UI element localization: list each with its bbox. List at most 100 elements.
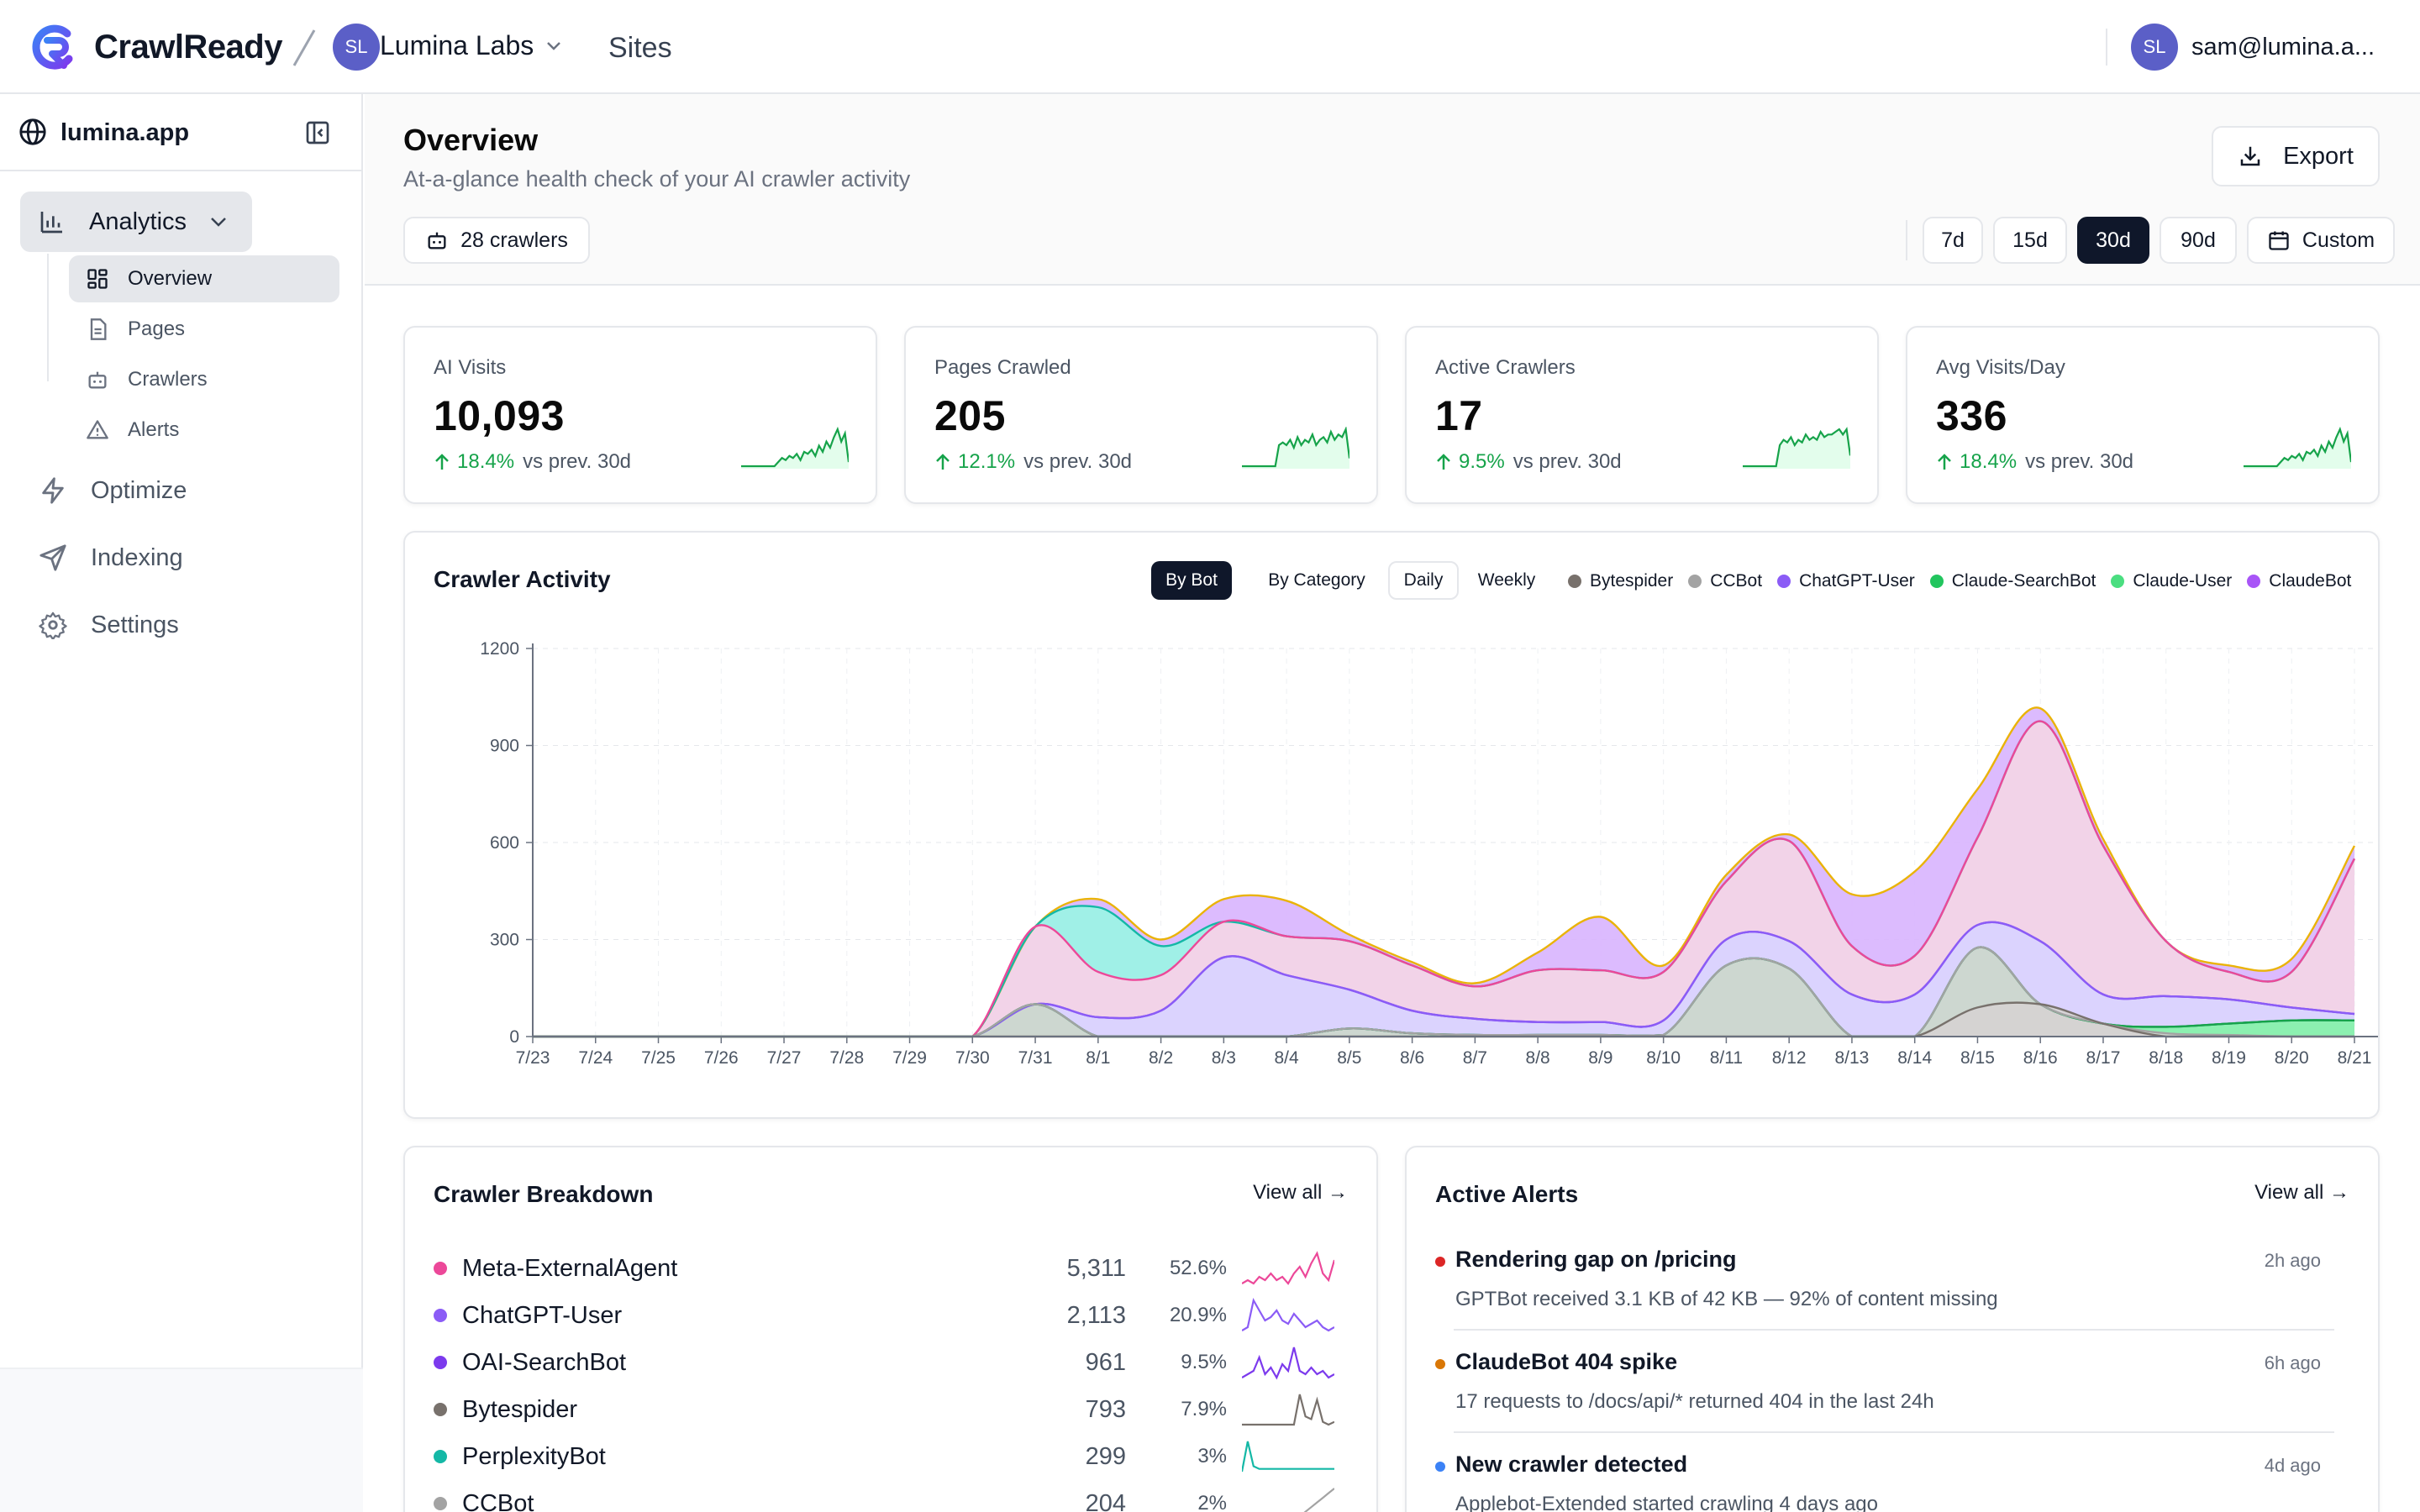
- legend-item[interactable]: CCBot: [1688, 571, 1762, 591]
- crawlready-logo-icon[interactable]: [27, 22, 81, 72]
- alerts-view-all-link[interactable]: View all →: [2254, 1181, 2349, 1204]
- alert-row[interactable]: New crawler detected Applebot-Extended s…: [1435, 1452, 2321, 1512]
- app-name[interactable]: CrawlReady: [94, 29, 282, 66]
- crawlers-filter-button[interactable]: 28 crawlers: [403, 217, 590, 264]
- stat-delta: 18.4% vs prev. 30d: [1936, 450, 2133, 474]
- user-email[interactable]: sam@lumina.a...: [2191, 34, 2375, 60]
- legend-item[interactable]: Claude-User: [2111, 571, 2232, 591]
- area-series-other[interactable]: [533, 707, 2354, 1037]
- breakdown-row[interactable]: CCBot 204 2%: [434, 1482, 1341, 1512]
- sidebar-item-optimize[interactable]: Optimize: [20, 465, 187, 516]
- area-series-bytespider[interactable]: [533, 1002, 2354, 1037]
- crawler-activity-title: Crawler Activity: [434, 566, 611, 592]
- chevron-down-icon[interactable]: [546, 40, 561, 52]
- range-30d-button[interactable]: 30d: [2077, 217, 2149, 264]
- x-tick-label: 7/25: [641, 1048, 676, 1068]
- tree-line: [47, 254, 49, 381]
- x-tick-label: 8/13: [1834, 1048, 1869, 1068]
- legend-item[interactable]: Bytespider: [1568, 571, 1673, 591]
- page-header: Overview At-a-glance health check of you…: [365, 94, 2420, 286]
- range-7d-button[interactable]: 7d: [1923, 217, 1983, 264]
- legend-item[interactable]: ClaudeBot: [2247, 571, 2351, 591]
- stat-value: 205: [934, 392, 1006, 439]
- x-tick-label: 7/30: [955, 1048, 990, 1068]
- legend-label: Claude-SearchBot: [1951, 571, 2096, 591]
- stat-card: AI Visits 10,093 18.4% vs prev. 30d: [403, 326, 877, 504]
- crawler-pct: 3%: [1197, 1445, 1227, 1467]
- chevron-down-icon: [211, 218, 226, 227]
- crawler-sparkline: [1242, 1251, 1334, 1285]
- alert-description: 17 requests to /docs/api/* returned 404 …: [1455, 1390, 1934, 1413]
- toggle-weekly[interactable]: Weekly: [1477, 570, 1536, 590]
- crawler-name: ChatGPT-User: [462, 1301, 623, 1329]
- x-tick-label: 8/2: [1149, 1048, 1173, 1068]
- crawler-color-dot: [434, 1497, 447, 1510]
- org-avatar[interactable]: SL: [333, 24, 380, 71]
- sidebar-item-crawlers[interactable]: Crawlers: [69, 356, 339, 403]
- x-tick-label: 8/11: [1710, 1048, 1743, 1068]
- arrow-up-icon: [1437, 454, 1450, 470]
- stat-card: Active Crawlers 17 9.5% vs prev. 30d: [1405, 326, 1879, 504]
- crawler-pct: 20.9%: [1169, 1304, 1227, 1326]
- toggle-by-bot[interactable]: By Bot: [1151, 561, 1232, 600]
- sidebar-item-label: Crawlers: [128, 368, 208, 391]
- user-avatar[interactable]: SL: [2131, 24, 2178, 71]
- range-15d-button[interactable]: 15d: [1993, 217, 2067, 264]
- x-tick-label: 7/28: [829, 1048, 864, 1068]
- alert-row[interactable]: Rendering gap on /pricing GPTBot receive…: [1435, 1247, 2321, 1311]
- top-bar: CrawlReady SL Lumina Labs Sites SL sam@l…: [0, 0, 2420, 94]
- sidebar-item-label: Settings: [91, 611, 179, 638]
- sidebar-item-pages[interactable]: Pages: [69, 306, 339, 353]
- breakdown-row[interactable]: OAI-SearchBot 961 9.5%: [434, 1341, 1341, 1384]
- nav-sites[interactable]: Sites: [608, 32, 672, 64]
- legend-label: ChatGPT-User: [1799, 571, 1915, 591]
- crawler-count: 204: [1085, 1489, 1126, 1512]
- breakdown-view-all-link[interactable]: View all →: [1253, 1181, 1348, 1204]
- breakdown-row[interactable]: PerplexityBot 299 3%: [434, 1435, 1341, 1478]
- sidebar-item-alerts[interactable]: Alerts: [69, 407, 339, 454]
- x-tick-label: 8/7: [1463, 1048, 1487, 1068]
- crawler-sparkline: [1242, 1394, 1334, 1426]
- stat-card: Pages Crawled 205 12.1% vs prev. 30d: [904, 326, 1378, 504]
- collapse-sidebar-icon[interactable]: [304, 119, 331, 146]
- stat-label: Active Crawlers: [1435, 356, 1576, 379]
- alert-time: 4d ago: [2264, 1455, 2321, 1476]
- sidebar-item-overview[interactable]: Overview: [69, 255, 339, 302]
- x-tick-label: 7/23: [516, 1048, 550, 1068]
- warning-icon: [87, 420, 108, 439]
- toggle-daily[interactable]: Daily: [1388, 561, 1459, 600]
- x-tick-label: 8/8: [1526, 1048, 1550, 1068]
- breakdown-row[interactable]: ChatGPT-User 2,113 20.9%: [434, 1294, 1341, 1337]
- crawlers-count-label: 28 crawlers: [460, 228, 568, 252]
- export-button[interactable]: Export: [2212, 126, 2380, 186]
- sidebar-item-label: Analytics: [89, 207, 187, 235]
- breakdown-row[interactable]: Bytespider 793 7.9%: [434, 1388, 1341, 1431]
- org-name[interactable]: Lumina Labs: [380, 30, 534, 60]
- alert-row[interactable]: ClaudeBot 404 spike 17 requests to /docs…: [1435, 1349, 2321, 1414]
- area-series-ccbot[interactable]: [533, 947, 2354, 1037]
- legend-label: Claude-User: [2133, 571, 2233, 591]
- stat-delta-suffix: vs prev. 30d: [1023, 450, 1133, 473]
- globe-icon: [19, 118, 46, 145]
- sidebar-item-settings[interactable]: Settings: [20, 600, 179, 650]
- crawler-color-dot: [434, 1403, 447, 1416]
- area-series-chatgpt-user[interactable]: [533, 921, 2354, 1037]
- sidebar-divider: [0, 170, 361, 171]
- y-tick-label: 1200: [480, 639, 519, 659]
- alert-title: Rendering gap on /pricing: [1455, 1247, 1737, 1272]
- range-90d-button[interactable]: 90d: [2160, 217, 2237, 264]
- stat-delta: 12.1% vs prev. 30d: [934, 450, 1132, 474]
- custom-range-button[interactable]: Custom: [2247, 217, 2395, 264]
- breakdown-row[interactable]: Meta-ExternalAgent 5,311 52.6%: [434, 1247, 1341, 1290]
- legend-item[interactable]: Claude-SearchBot: [1929, 571, 2096, 591]
- sidebar-item-indexing[interactable]: Indexing: [20, 533, 183, 583]
- stat-delta-suffix: vs prev. 30d: [1512, 450, 1622, 473]
- x-tick-label: 7/26: [704, 1048, 739, 1068]
- alert-title: New crawler detected: [1455, 1452, 1688, 1477]
- sidebar-item-analytics[interactable]: Analytics: [20, 192, 252, 252]
- page-title: Overview: [403, 123, 539, 157]
- legend-swatch: [1568, 575, 1581, 588]
- legend-item[interactable]: ChatGPT-User: [1777, 571, 1915, 591]
- site-name[interactable]: lumina.app: [60, 119, 190, 146]
- toggle-by-category[interactable]: By Category: [1268, 570, 1365, 590]
